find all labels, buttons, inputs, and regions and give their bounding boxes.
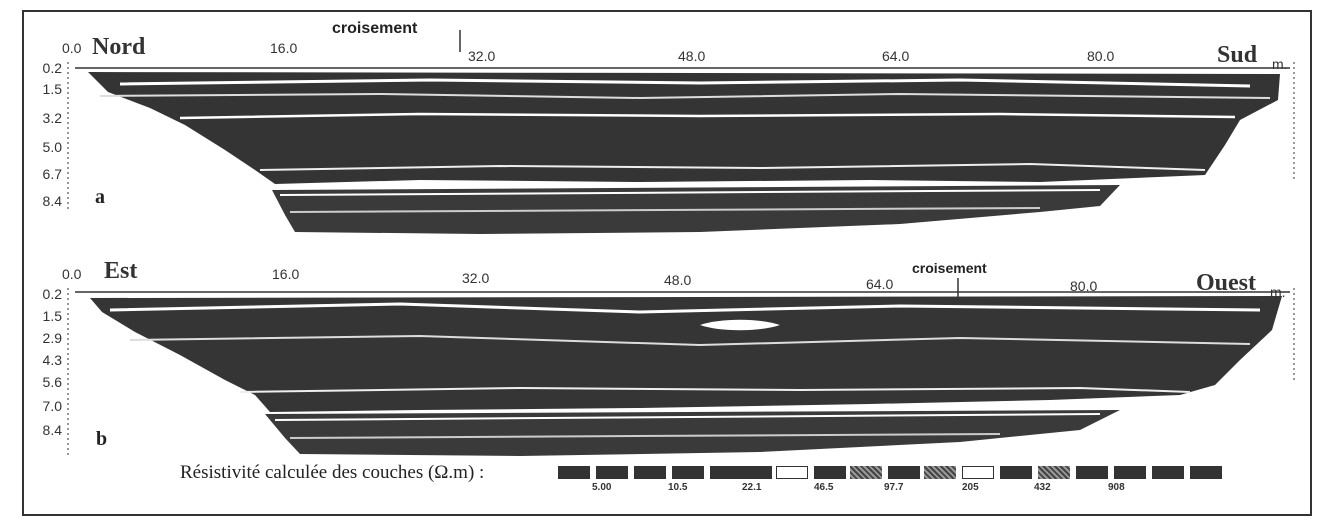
panel-b-depth-tick: 4.3 <box>42 352 62 368</box>
legend-swatch <box>1190 466 1222 479</box>
panel-b-depth-tick: 1.5 <box>42 308 62 324</box>
legend-value: 432 <box>1034 482 1051 493</box>
panel-a-upper-body <box>88 72 1280 184</box>
panel-a-layer-line <box>279 189 1101 196</box>
panel-b-depth-tick: 0.2 <box>42 286 62 302</box>
legend-swatch <box>1114 466 1146 479</box>
panel-b-letter: b <box>96 428 108 450</box>
panel-b-section <box>90 296 1282 456</box>
panel-b-upper-body <box>90 296 1282 412</box>
panel-b-x-tick: 64.0 <box>866 276 894 292</box>
panel-b-x-tick: 48.0 <box>664 272 692 288</box>
legend-value: 908 <box>1108 482 1125 493</box>
panel-a-right-direction: Sud <box>1217 42 1258 68</box>
panel-b-crossing-label: croisement <box>912 260 987 276</box>
legend-value: 46.5 <box>814 482 834 493</box>
legend-swatch <box>1038 466 1070 479</box>
legend-swatch <box>596 466 628 479</box>
panel-a-depth-tick: 5.0 <box>42 139 62 155</box>
legend-value: 5.00 <box>592 482 612 493</box>
panel-a-x-tick: 16.0 <box>270 40 298 56</box>
panel-b-layer-line <box>129 334 1251 347</box>
panel-b-x-tick: 16.0 <box>272 266 300 282</box>
panel-a-x-tick: 48.0 <box>678 48 706 64</box>
panel-b-x-tick: 0.0 <box>62 266 82 282</box>
legend-value: 10.5 <box>668 482 688 493</box>
panel-b-x-tick: 80.0 <box>1070 278 1098 294</box>
legend-swatch <box>672 466 704 479</box>
legend-swatch <box>558 466 590 479</box>
panel-a-depth-tick: 8.4 <box>42 193 62 209</box>
panel-a-x-tick: 64.0 <box>882 48 910 64</box>
panel-a-left-direction: Nord <box>92 34 146 60</box>
legend-swatch <box>1000 466 1032 479</box>
panel-a-layer-line <box>259 162 1206 171</box>
panel-a-layer-line <box>119 78 1251 88</box>
panel-a-layer-line <box>99 92 1271 100</box>
legend-swatch <box>850 466 882 479</box>
figure-frame <box>22 10 1312 516</box>
legend-swatch <box>776 466 808 479</box>
legend-value: 22.1 <box>742 482 762 493</box>
panel-a-depth-tick: 6.7 <box>42 166 62 182</box>
legend-swatch <box>962 466 994 479</box>
legend-swatch <box>710 466 742 479</box>
panel-a-x-tick: 80.0 <box>1087 48 1115 64</box>
panel-a-layer-line <box>179 112 1236 120</box>
panel-b-layer-line <box>289 433 1001 439</box>
panel-b-depth-tick: 2.9 <box>42 330 62 346</box>
panel-a-axes <box>67 30 1295 210</box>
panel-b-layer-line <box>239 386 1191 393</box>
panel-b-left-direction: Est <box>104 258 138 284</box>
panel-b-lens <box>700 319 780 331</box>
panel-a-x-tick: 0.0 <box>62 40 82 56</box>
legend-swatch <box>814 466 846 479</box>
legend-title: Résistivité calculée des couches (Ω.m) : <box>180 462 485 483</box>
panel-b-axes <box>67 278 1295 455</box>
panel-a-crossing-label: croisement <box>332 20 418 37</box>
legend-swatch <box>888 466 920 479</box>
panel-b-depth-tick: 7.0 <box>42 398 62 414</box>
legend-swatch <box>740 466 772 479</box>
panel-b-lower-body <box>265 410 1120 456</box>
panel-b-right-direction: Ouest <box>1196 270 1256 296</box>
panel-a-layer-line <box>289 207 1041 213</box>
panel-a-depth-tick: 1.5 <box>42 81 62 97</box>
panel-b-depth-tick: 8.4 <box>42 422 62 438</box>
panel-a-depth-tick: 3.2 <box>42 110 62 126</box>
legend-swatch <box>1152 466 1184 479</box>
panel-b-depth-tick: 5.6 <box>42 374 62 390</box>
legend-value: 205 <box>962 482 979 493</box>
panel-b-layer-line <box>274 413 1101 421</box>
panel-a-depth-tick: 0.2 <box>42 60 62 76</box>
legend-swatch <box>924 466 956 479</box>
legend-swatch <box>1076 466 1108 479</box>
panel-b-unit: m. <box>1270 284 1286 300</box>
legend-swatch <box>634 466 666 479</box>
legend-value: 97.7 <box>884 482 904 493</box>
panel-b-x-tick: 32.0 <box>462 270 490 286</box>
panel-a-unit: m. <box>1272 56 1288 72</box>
panel-a-x-tick: 32.0 <box>468 48 496 64</box>
panel-a-letter: a <box>95 186 105 208</box>
panel-b-layer-line <box>109 302 1261 314</box>
panel-a-section <box>88 72 1280 234</box>
